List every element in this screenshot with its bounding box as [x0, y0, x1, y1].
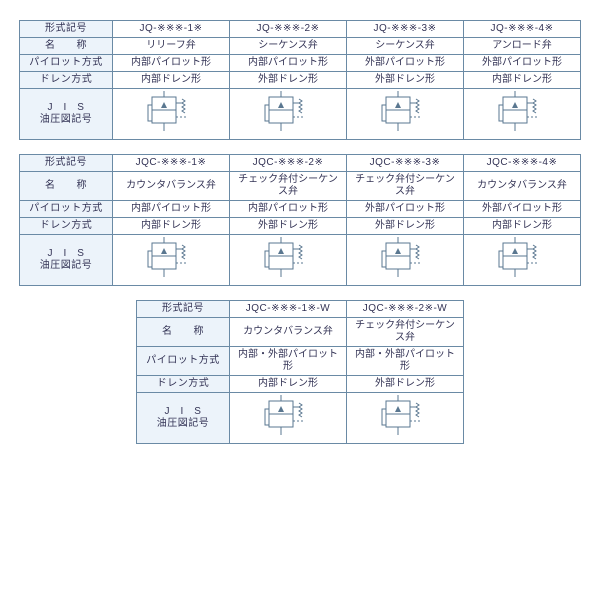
model-code: JQC-※※※-3※	[347, 155, 464, 172]
row-header-jis: J I S油圧図記号	[20, 89, 113, 140]
hydraulic-symbol-icon	[259, 237, 317, 279]
drain-type: 内部ドレン形	[113, 218, 230, 235]
row-header-model: 形式記号	[20, 21, 113, 38]
row-header-drain: ドレン方式	[20, 218, 113, 235]
pilot-type: 内部パイロット形	[113, 201, 230, 218]
drain-type: 外部ドレン形	[347, 218, 464, 235]
jis-symbol	[347, 89, 464, 140]
valve-name: シーケンス弁	[230, 38, 347, 55]
row-header-name: 名 称	[20, 172, 113, 201]
model-code: JQC-※※※-2※	[230, 155, 347, 172]
valve-name: チェック弁付シーケンス弁	[347, 172, 464, 201]
valve-name: カウンタバランス弁	[113, 172, 230, 201]
pilot-type: 内部パイロット形	[230, 201, 347, 218]
model-code: JQC-※※※-1※	[113, 155, 230, 172]
spec-table-1: 形式記号JQC-※※※-1※JQC-※※※-2※JQC-※※※-3※JQC-※※…	[19, 154, 581, 286]
hydraulic-symbol-icon	[259, 91, 317, 133]
jis-symbol	[230, 89, 347, 140]
valve-name: チェック弁付シーケンス弁	[230, 172, 347, 201]
pilot-type: 内部パイロット形	[113, 55, 230, 72]
row-header-name: 名 称	[20, 38, 113, 55]
drain-type: 外部ドレン形	[230, 72, 347, 89]
drain-type: 内部ドレン形	[464, 72, 581, 89]
jis-symbol	[464, 235, 581, 286]
valve-name: カウンタバランス弁	[464, 172, 581, 201]
pilot-type: 外部パイロット形	[347, 201, 464, 218]
jis-symbol	[464, 89, 581, 140]
valve-name: リリーフ弁	[113, 38, 230, 55]
model-code: JQC-※※※-2※-W	[347, 301, 464, 318]
pilot-type: 外部パイロット形	[464, 55, 581, 72]
jis-symbol	[113, 235, 230, 286]
pilot-type: 内部・外部パイロット形	[230, 347, 347, 376]
hydraulic-symbol-icon	[493, 91, 551, 133]
drain-type: 外部ドレン形	[347, 376, 464, 393]
row-header-jis: J I S油圧図記号	[20, 235, 113, 286]
row-header-drain: ドレン方式	[137, 376, 230, 393]
jis-symbol	[230, 235, 347, 286]
drain-type: 内部ドレン形	[230, 376, 347, 393]
model-code: JQ-※※※-1※	[113, 21, 230, 38]
jis-symbol	[113, 89, 230, 140]
pilot-type: 外部パイロット形	[347, 55, 464, 72]
hydraulic-symbol-icon	[376, 91, 434, 133]
valve-name: チェック弁付シーケンス弁	[347, 318, 464, 347]
row-header-pilot: パイロット方式	[20, 55, 113, 72]
drain-type: 内部ドレン形	[113, 72, 230, 89]
model-code: JQC-※※※-1※-W	[230, 301, 347, 318]
hydraulic-symbol-icon	[376, 395, 434, 437]
model-code: JQ-※※※-2※	[230, 21, 347, 38]
row-header-pilot: パイロット方式	[137, 347, 230, 376]
pilot-type: 内部パイロット形	[230, 55, 347, 72]
hydraulic-symbol-icon	[142, 91, 200, 133]
pilot-type: 内部・外部パイロット形	[347, 347, 464, 376]
row-header-model: 形式記号	[137, 301, 230, 318]
hydraulic-symbol-icon	[142, 237, 200, 279]
hydraulic-symbol-icon	[376, 237, 434, 279]
valve-name: シーケンス弁	[347, 38, 464, 55]
model-code: JQ-※※※-3※	[347, 21, 464, 38]
jis-symbol	[347, 393, 464, 444]
hydraulic-symbol-icon	[493, 237, 551, 279]
valve-name: カウンタバランス弁	[230, 318, 347, 347]
jis-symbol	[347, 235, 464, 286]
hydraulic-symbol-icon	[259, 395, 317, 437]
drain-type: 内部ドレン形	[464, 218, 581, 235]
row-header-jis: J I S油圧図記号	[137, 393, 230, 444]
row-header-drain: ドレン方式	[20, 72, 113, 89]
model-code: JQ-※※※-4※	[464, 21, 581, 38]
pilot-type: 外部パイロット形	[464, 201, 581, 218]
row-header-model: 形式記号	[20, 155, 113, 172]
valve-name: アンロード弁	[464, 38, 581, 55]
jis-symbol	[230, 393, 347, 444]
drain-type: 外部ドレン形	[230, 218, 347, 235]
spec-table-2: 形式記号JQC-※※※-1※-WJQC-※※※-2※-W 名 称カウンタバランス弁…	[136, 300, 464, 444]
row-header-name: 名 称	[137, 318, 230, 347]
spec-table-0: 形式記号JQ-※※※-1※JQ-※※※-2※JQ-※※※-3※JQ-※※※-4※…	[19, 20, 581, 140]
model-code: JQC-※※※-4※	[464, 155, 581, 172]
drain-type: 外部ドレン形	[347, 72, 464, 89]
row-header-pilot: パイロット方式	[20, 201, 113, 218]
